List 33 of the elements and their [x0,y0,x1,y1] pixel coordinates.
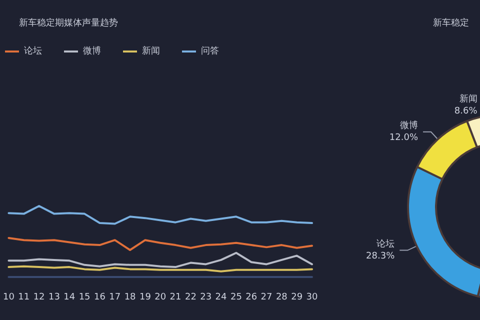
legend-label: 微博 [83,46,101,56]
x-tick-label: 26 [246,292,258,302]
data-label: 12.0% [389,132,418,143]
x-tick-label: 25 [230,292,242,302]
x-tick-label: 11 [18,292,30,302]
slice-label: 新闻 [459,93,478,104]
legend-label: 论坛 [24,46,42,56]
x-tick-label: 18 [124,292,136,302]
data-label: 8.6% [454,106,478,116]
x-tick-label: 12 [33,292,45,302]
slice-label: 微博 [400,120,418,131]
x-tick-label: 16 [94,292,106,302]
x-tick-label: 17 [109,292,121,302]
x-tick-label: 23 [200,292,212,302]
x-tick-label: 19 [139,292,152,302]
x-tick-label: 14 [64,292,76,302]
x-tick-label: 20 [154,292,166,302]
x-tick-label: 28 [276,292,288,302]
x-tick-label: 30 [306,292,318,302]
x-tick-label: 21 [170,292,182,302]
legend-label: 新闻 [142,46,160,56]
legend-label: 问答 [201,46,219,56]
x-tick-label: 10 [3,292,15,302]
x-tick-label: 29 [291,292,303,302]
x-tick-label: 13 [48,292,60,302]
chart-title: 新车稳定 [433,18,469,28]
x-tick-label: 27 [260,292,272,302]
x-tick-label: 15 [78,292,90,302]
chart-title: 新车稳定期媒体声量趋势 [19,18,118,28]
data-label: 28.3% [366,251,396,262]
x-tick-label: 24 [215,292,228,302]
x-tick-label: 22 [184,292,196,302]
slice-label: 论坛 [376,238,395,250]
